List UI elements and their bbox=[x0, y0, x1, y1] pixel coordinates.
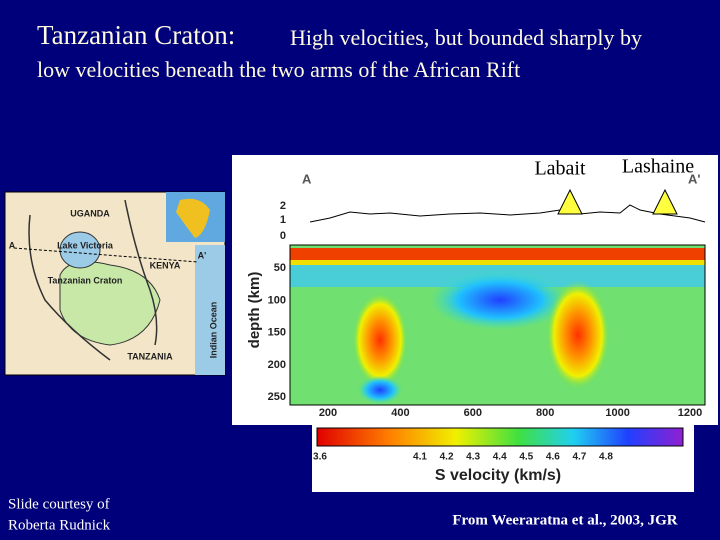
colorbar-tick-label: 4.6 bbox=[546, 452, 560, 463]
colorbar-tick-label: 4.5 bbox=[519, 452, 533, 463]
y-axis-label: depth (km) bbox=[246, 272, 263, 349]
map-label: TANZANIA bbox=[127, 351, 173, 361]
credit: Slide courtesy of bbox=[8, 496, 110, 512]
source: From Weeraratna et al., 2003, JGR bbox=[452, 512, 677, 528]
title-line2: low velocities beneath the two arms of t… bbox=[37, 57, 520, 82]
rift-east bbox=[124, 199, 158, 346]
topo-tick-label: 0 bbox=[280, 230, 286, 242]
profile-end: A' bbox=[688, 171, 700, 186]
colorbar-tick-label: 4.7 bbox=[572, 452, 586, 463]
lid-edge bbox=[290, 260, 705, 265]
slow-anomaly-west bbox=[352, 292, 408, 388]
plot-frame bbox=[289, 244, 706, 406]
topo-tick-label: 2 bbox=[280, 200, 286, 212]
station-label: Labait bbox=[534, 158, 586, 180]
credit: Roberta Rudnick bbox=[8, 517, 111, 533]
map-label: A' bbox=[198, 250, 207, 260]
africa-inset bbox=[176, 198, 210, 238]
colorbar bbox=[316, 427, 684, 447]
profile-end: A bbox=[302, 171, 312, 186]
map-label: Lake Victoria bbox=[57, 240, 114, 250]
map-label: Tanzanian Craton bbox=[48, 275, 123, 285]
profile-line bbox=[13, 247, 199, 263]
ocean bbox=[195, 245, 225, 375]
x-tick-label: 1000 bbox=[605, 407, 629, 419]
colorbar-tick-label: 3.6 bbox=[313, 452, 327, 463]
colorbar-tick-label: 4.2 bbox=[440, 452, 454, 463]
title-lead: Tanzanian Craton: bbox=[37, 20, 235, 50]
lid-band bbox=[290, 248, 705, 260]
x-tick-label: 400 bbox=[391, 407, 409, 419]
map-label: UGANDA bbox=[70, 208, 110, 218]
colorbar-tick-label: 4.1 bbox=[413, 452, 427, 463]
station-label: Lashaine bbox=[622, 156, 694, 178]
rift-west bbox=[28, 214, 111, 361]
y-tick-label: 250 bbox=[268, 391, 286, 403]
lake bbox=[59, 231, 101, 269]
topo-tick-label: 1 bbox=[280, 214, 286, 226]
map-label: KENYA bbox=[150, 260, 181, 270]
y-tick-label: 150 bbox=[268, 327, 286, 339]
colorbar-label: S velocity (km/s) bbox=[435, 467, 561, 484]
colorbar-tick-label: 4.4 bbox=[493, 452, 507, 463]
colorbar-tick-label: 4.8 bbox=[599, 452, 613, 463]
y-tick-label: 50 bbox=[274, 262, 286, 274]
x-tick-label: 1200 bbox=[678, 407, 702, 419]
map-label: A bbox=[9, 240, 16, 250]
colorbar-tick-label: 4.3 bbox=[466, 452, 480, 463]
y-tick-label: 200 bbox=[268, 359, 286, 371]
x-tick-label: 600 bbox=[464, 407, 482, 419]
title-rest: High velocities, but bounded sharply by bbox=[290, 25, 642, 50]
station-marker bbox=[557, 188, 583, 215]
x-tick-label: 800 bbox=[536, 407, 554, 419]
y-tick-label: 100 bbox=[268, 294, 286, 306]
deep-fast bbox=[358, 376, 402, 404]
station-marker bbox=[652, 188, 678, 215]
slow-anomaly-east bbox=[546, 280, 610, 390]
map-label: Indian Ocean bbox=[208, 302, 218, 359]
topography bbox=[309, 204, 706, 223]
x-tick-label: 200 bbox=[319, 407, 337, 419]
station-label-bg bbox=[528, 156, 718, 186]
craton-fast bbox=[430, 270, 570, 330]
